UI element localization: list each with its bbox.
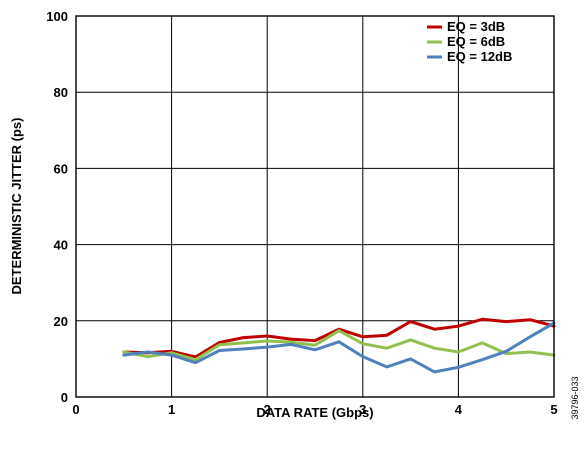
y-tick-label: 60 — [54, 161, 68, 176]
y-tick-label: 100 — [46, 9, 68, 24]
legend-label: EQ = 12dB — [447, 49, 512, 64]
x-tick-label: 0 — [72, 402, 79, 417]
tick-labels: 0 1 2 3 4 5 0 20 40 60 80 100 — [46, 9, 557, 417]
x-tick-label: 5 — [550, 402, 557, 417]
plot-frame — [75, 15, 555, 398]
x-tick-label: 2 — [264, 402, 271, 417]
x-tick-label: 4 — [455, 402, 463, 417]
figure-id: 39796-033 — [570, 376, 580, 419]
series-line-2 — [122, 329, 556, 362]
y-tick-label: 80 — [54, 85, 68, 100]
y-tick-label: 0 — [61, 390, 68, 405]
legend-label: EQ = 6dB — [447, 34, 505, 49]
series-line-3 — [122, 321, 556, 374]
x-tick-label: 1 — [168, 402, 175, 417]
y-tick-label: 20 — [54, 314, 68, 329]
x-axis-title: DATA RATE (Gbps) — [256, 405, 373, 420]
y-tick-label: 40 — [54, 238, 68, 253]
legend-label: EQ = 3dB — [447, 19, 505, 34]
x-tick-label: 3 — [359, 402, 366, 417]
series-line-1 — [122, 317, 556, 359]
series-lines — [122, 317, 556, 374]
y-axis-title: DETERMINISTIC JITTER (ps) — [9, 118, 24, 295]
